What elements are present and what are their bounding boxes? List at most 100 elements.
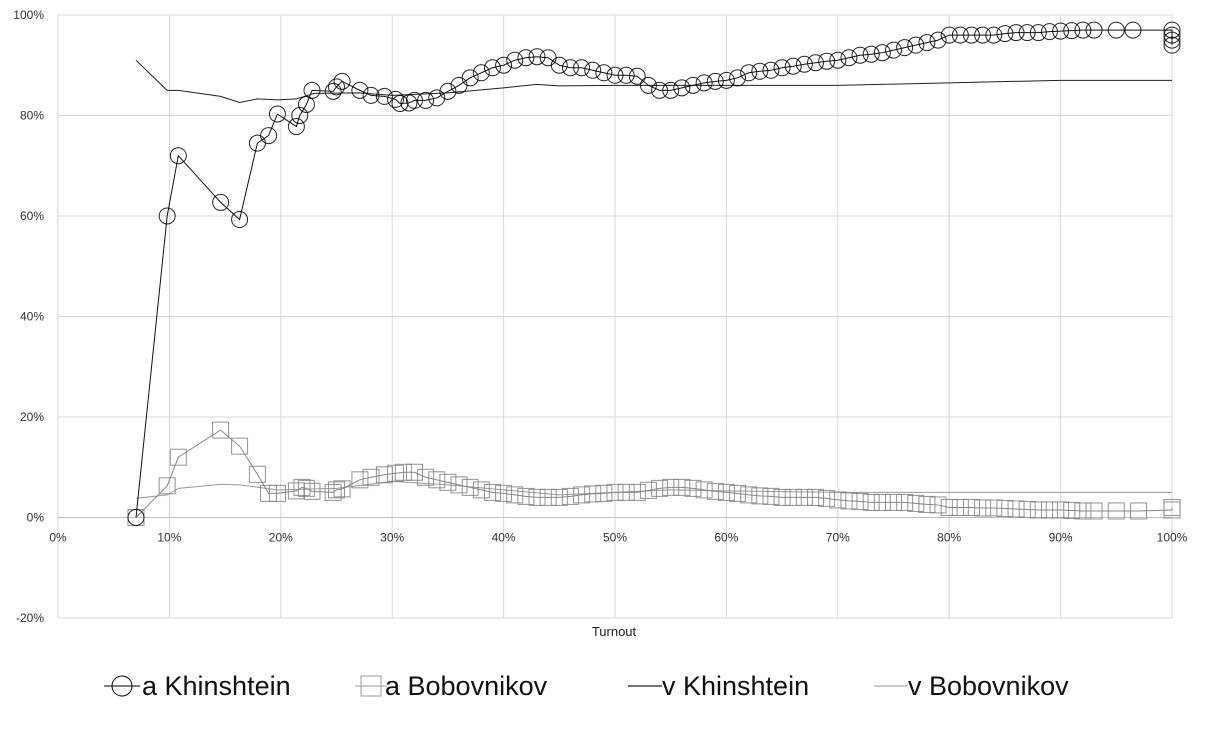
data-point-square bbox=[673, 478, 691, 496]
data-point-square bbox=[333, 480, 351, 498]
y-tick-label: 0% bbox=[27, 511, 45, 525]
data-point-circle bbox=[606, 66, 624, 84]
data-point-circle bbox=[762, 61, 780, 79]
x-tick-label: 90% bbox=[1049, 531, 1073, 545]
x-tick-label: 20% bbox=[269, 531, 293, 545]
data-point-square bbox=[862, 493, 880, 511]
data-point-circle bbox=[918, 34, 936, 52]
data-point-square bbox=[1074, 502, 1092, 520]
data-point-circle bbox=[561, 59, 579, 77]
data-point-square bbox=[751, 487, 769, 505]
data-point-circle bbox=[405, 91, 423, 109]
data-point-square bbox=[639, 481, 657, 499]
data-point-square bbox=[506, 486, 524, 504]
data-point-square bbox=[1063, 501, 1081, 519]
x-tick-label: 10% bbox=[157, 531, 181, 545]
series-group bbox=[127, 21, 1181, 526]
data-point-circle bbox=[985, 26, 1003, 44]
data-point-circle bbox=[1085, 21, 1103, 39]
x-tick-label: 30% bbox=[380, 531, 404, 545]
data-point-square bbox=[729, 484, 747, 502]
data-point-square bbox=[1163, 498, 1181, 516]
data-point-circle bbox=[1163, 31, 1181, 49]
data-point-square bbox=[695, 481, 713, 499]
data-point-square bbox=[628, 483, 646, 501]
data-point-square bbox=[362, 468, 380, 486]
data-point-circle bbox=[784, 57, 802, 75]
data-point-circle bbox=[1007, 24, 1025, 42]
data-point-square bbox=[324, 483, 342, 501]
data-point-circle bbox=[829, 51, 847, 69]
data-point-square bbox=[818, 489, 836, 507]
data-point-circle bbox=[375, 87, 393, 105]
data-point-square bbox=[885, 493, 902, 511]
data-point-circle bbox=[231, 211, 249, 229]
data-point-square bbox=[495, 484, 513, 502]
data-point-circle bbox=[639, 76, 657, 94]
data-point-circle bbox=[528, 48, 546, 66]
data-point-square bbox=[573, 486, 591, 504]
x-axis-ticks: 0% 10% 20% 30% 40% 50% 60% 70% 80% 90% 100% bbox=[49, 531, 1187, 545]
data-point-circle bbox=[951, 26, 969, 44]
data-point-square bbox=[268, 484, 286, 502]
data-point-circle bbox=[461, 69, 479, 87]
data-point-square bbox=[303, 482, 321, 500]
data-point-circle bbox=[974, 26, 992, 44]
data-point-square bbox=[428, 471, 446, 489]
data-point-circle bbox=[333, 72, 351, 90]
circle-marker-icon bbox=[111, 675, 133, 697]
data-point-square bbox=[483, 483, 501, 501]
data-point-circle bbox=[1063, 22, 1081, 40]
y-tick-label: 60% bbox=[20, 209, 44, 223]
data-point-circle bbox=[1040, 23, 1058, 41]
data-point-square bbox=[829, 491, 847, 509]
data-point-circle bbox=[351, 81, 369, 99]
data-point-square bbox=[1107, 502, 1125, 520]
data-point-circle bbox=[851, 46, 869, 64]
data-point-circle bbox=[729, 69, 747, 87]
data-point-square bbox=[951, 498, 969, 516]
data-point-circle bbox=[662, 81, 680, 99]
data-point-square bbox=[929, 496, 947, 514]
x-tick-label: 50% bbox=[603, 531, 627, 545]
data-point-square bbox=[158, 477, 176, 495]
data-point-circle bbox=[929, 31, 947, 49]
x-tick-label: 60% bbox=[714, 531, 738, 545]
data-point-circle bbox=[287, 118, 305, 136]
data-point-square bbox=[1040, 501, 1058, 519]
data-point-square bbox=[940, 498, 958, 516]
data-point-square bbox=[907, 494, 925, 512]
data-point-circle bbox=[996, 25, 1014, 43]
data-point-circle bbox=[550, 56, 568, 74]
legend-item-a-bobovnikov: a Bobovnikov bbox=[355, 671, 548, 701]
x-tick-label: 80% bbox=[937, 531, 961, 545]
data-point-square bbox=[472, 481, 490, 499]
data-point-circle bbox=[584, 61, 602, 79]
data-point-square bbox=[212, 421, 230, 439]
y-tick-label: 40% bbox=[20, 310, 44, 324]
data-point-square bbox=[328, 481, 345, 499]
data-point-square bbox=[539, 488, 557, 506]
data-point-circle bbox=[885, 41, 902, 59]
data-point-circle bbox=[495, 56, 513, 74]
data-point-circle bbox=[127, 509, 145, 526]
data-point-circle bbox=[268, 105, 286, 123]
data-point-square bbox=[773, 488, 791, 506]
data-point-square bbox=[918, 495, 936, 513]
data-point-circle bbox=[862, 45, 880, 63]
data-point-circle bbox=[896, 39, 914, 57]
data-point-square bbox=[375, 466, 393, 484]
data-point-square bbox=[896, 493, 914, 511]
legend-label: a Bobovnikov bbox=[385, 671, 548, 701]
data-point-circle bbox=[291, 107, 309, 124]
data-point-circle bbox=[517, 49, 535, 67]
data-point-circle bbox=[740, 64, 758, 82]
data-point-square bbox=[405, 463, 423, 481]
data-point-square bbox=[1029, 501, 1047, 519]
data-point-circle bbox=[617, 66, 635, 84]
data-point-circle bbox=[795, 55, 813, 73]
legend-item-a-khinshtein: a Khinshtein bbox=[104, 671, 291, 701]
data-point-square bbox=[617, 483, 635, 501]
legend-label: v Khinshtein bbox=[662, 671, 809, 701]
